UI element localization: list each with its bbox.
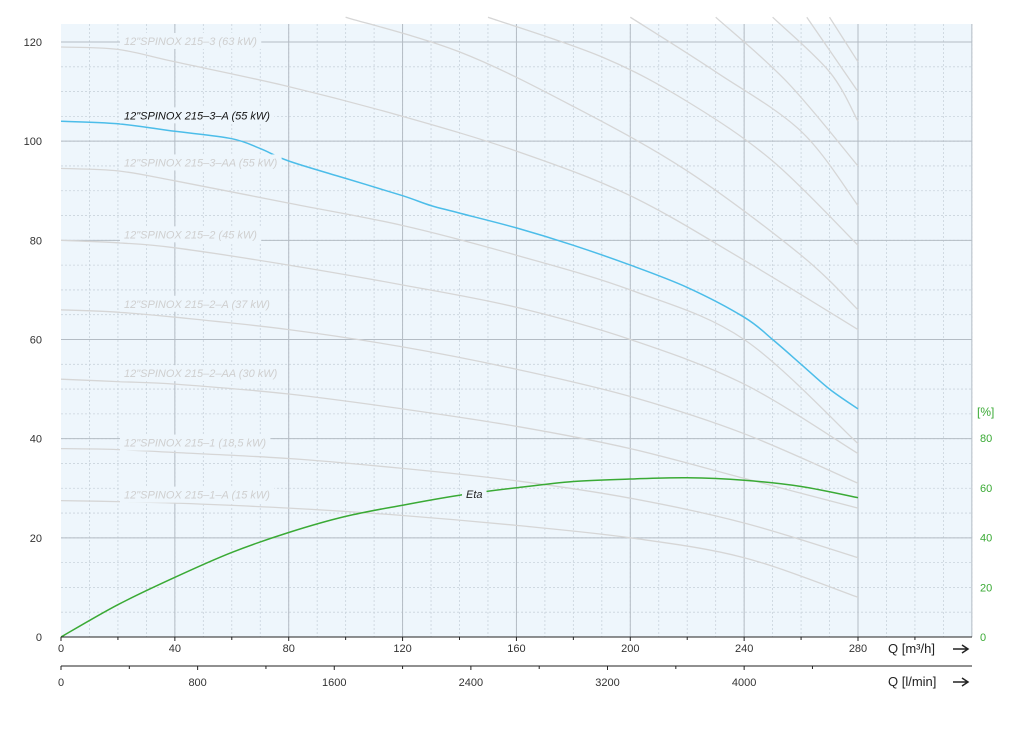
curve-label: 12"SPINOX 215–3–AA (55 kW) [124,157,278,169]
label-backdrop [462,485,487,502]
eta-tick-label: 80 [980,433,992,445]
gray-curve-upper [715,16,859,167]
x-tick-label: 40 [169,643,181,655]
x2-tick-label: 2400 [459,677,483,689]
eta-tick-label: 0 [980,632,986,644]
x2-tick-label: 800 [188,677,206,689]
curve-label: 12"SPINOX 215–3 (63 kW) [124,36,257,48]
curve-label: 12"SPINOX 215–2 (45 kW) [124,229,257,241]
y-tick-label: 0 [36,632,42,644]
y-tick-label: 120 [24,37,42,49]
curve-label: 12"SPINOX 215–3–A (55 kW) [124,110,270,122]
gray-curve [60,378,859,509]
gray-curve-upper [345,16,859,311]
gray-curve [60,239,859,455]
y-tick-label: 20 [30,533,42,545]
gray-curve [60,46,859,331]
x2-tick-label: 1600 [322,677,346,689]
x-axis-title-lmin: Q [l/min] [888,674,936,689]
x-tick-label: 120 [393,643,411,655]
curve-label: 12"SPINOX 215–1 (18,5 kW) [124,438,266,450]
gray-curve-upper [806,16,859,92]
arrow-right-icon [953,644,970,654]
y-tick-label: 80 [30,235,42,247]
x2-tick-label: 3200 [595,677,619,689]
x-tick-label: 280 [849,643,867,655]
gray-curve [60,447,859,559]
label-backdrop [120,107,275,124]
eta-tick-label: 20 [980,582,992,594]
y-tick-label: 40 [30,434,42,446]
eta-tick-label: 40 [980,533,992,545]
eta-axis-title: [%] [977,405,994,419]
curve-labels: 12"SPINOX 215–3 (63 kW) 12"SPINOX 215–3–A… [120,32,487,503]
curve-label: 12"SPINOX 215–2–A (37 kW) [124,299,270,311]
label-backdrop [120,32,262,49]
arrow-right-icon [953,677,970,687]
grid-major [61,24,973,637]
curve-label: 12"SPINOX 215–1–A (15 kW) [124,490,270,502]
x-tick-label: 80 [283,643,295,655]
x-axis-title-m3h: Q [m³/h] [888,641,935,656]
eta-curve [60,477,859,638]
gray-curve-upper [772,16,859,122]
curve-label: 12"SPINOX 215–2–AA (30 kW) [124,368,278,380]
x-tick-label: 0 [58,643,64,655]
x2-tick-label: 0 [58,677,64,689]
label-backdrop [120,295,275,312]
x-tick-label: 240 [735,643,753,655]
curves [60,16,859,638]
y-tick-label: 60 [30,335,42,347]
label-backdrop [120,365,282,382]
gray-curve-upper [828,16,859,63]
label-backdrop [120,154,282,171]
gray-curve [60,167,859,445]
gray-curve [60,309,859,484]
gray-curve-upper [487,16,859,246]
eta-label: Eta [466,489,483,501]
gray-curve-upper [629,16,859,206]
label-backdrop [120,226,262,243]
label-backdrop [120,486,275,503]
label-backdrop [120,434,271,451]
x2-tick-label: 4000 [732,677,756,689]
eta-tick-label: 60 [980,483,992,495]
highlight-curve [60,120,859,410]
x-tick-label: 160 [507,643,525,655]
y-tick-label: 100 [24,136,42,148]
x-tick-label: 200 [621,643,639,655]
